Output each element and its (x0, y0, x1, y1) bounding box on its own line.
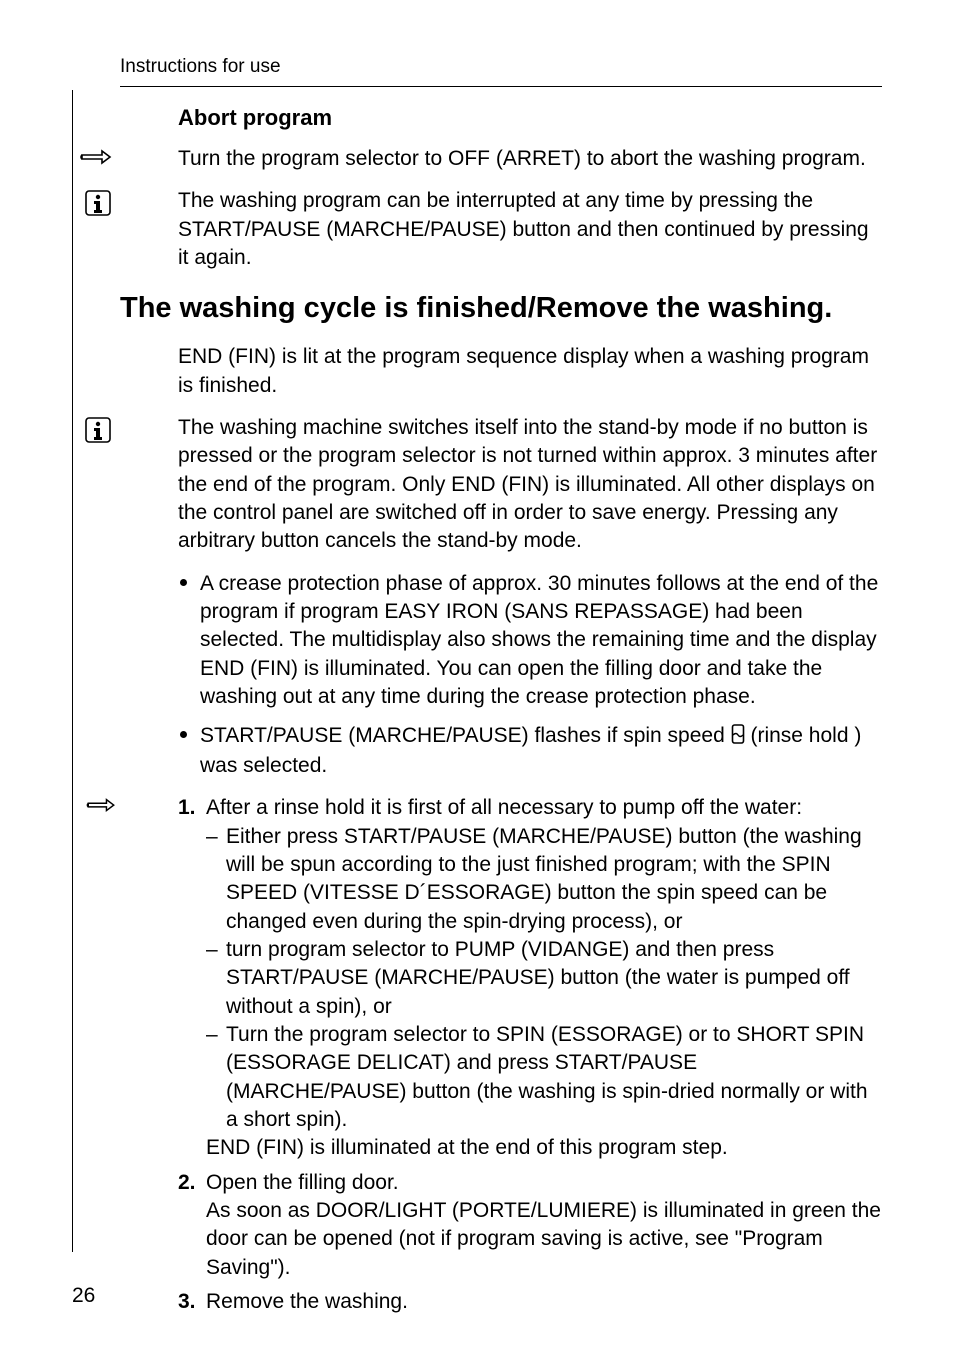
step-2: 2. Open the filling door. As soon as DOO… (178, 1169, 882, 1282)
bullet-item: START/PAUSE (MARCHE/PAUSE) flashes if sp… (178, 722, 882, 781)
bullet-dot-icon (180, 731, 187, 738)
bullet-text-pre: START/PAUSE (MARCHE/PAUSE) flashes if sp… (200, 724, 731, 747)
hand-pointer-icon (86, 796, 116, 816)
end-intro: END (FIN) is lit at the program sequence… (178, 343, 882, 400)
hand-pointer-icon (72, 147, 112, 169)
bullet-dot-icon (180, 579, 187, 586)
dash-icon: – (206, 823, 218, 851)
dash-text: turn program selector to PUMP (VIDANGE) … (226, 938, 850, 1018)
abort-program-title: Abort program (178, 105, 882, 131)
step-1-lead: After a rinse hold it is first of all ne… (206, 796, 802, 819)
dash-icon: – (206, 1021, 218, 1049)
step-3-text: Remove the washing. (206, 1290, 408, 1313)
step-number: 2. (178, 1169, 196, 1197)
abort-program-body-2: The washing program can be interrupted a… (178, 187, 882, 272)
dash-item: – Either press START/PAUSE (MARCHE/PAUSE… (206, 823, 882, 936)
page-number: 26 (72, 1284, 95, 1308)
dash-item: – turn program selector to PUMP (VIDANGE… (206, 936, 882, 1021)
step-2-lead: Open the filling door. (206, 1171, 399, 1194)
bullet-item: A crease protection phase of approx. 30 … (178, 570, 882, 712)
abort-program-body-1: Turn the program selector to OFF (ARRET)… (178, 145, 882, 173)
step-3: 3. Remove the washing. (178, 1288, 882, 1316)
dash-text: Either press START/PAUSE (MARCHE/PAUSE) … (226, 825, 862, 933)
standby-info: The washing machine switches itself into… (178, 414, 882, 556)
step-1-tail: END (FIN) is illuminated at the end of t… (206, 1134, 882, 1162)
section-heading: The washing cycle is finished/Remove the… (120, 292, 882, 325)
dash-text: Turn the program selector to SPIN (ESSOR… (226, 1023, 868, 1131)
step-1: 1. After a rinse hold it is first of all… (178, 794, 882, 1162)
vertical-rule (72, 90, 73, 1252)
step-number: 3. (178, 1288, 196, 1316)
running-header: Instructions for use (120, 56, 882, 87)
info-icon (72, 416, 112, 444)
dash-item: – Turn the program selector to SPIN (ESS… (206, 1021, 882, 1134)
step-2-tail: As soon as DOOR/LIGHT (PORTE/LUMIERE) is… (206, 1197, 882, 1282)
dash-icon: – (206, 936, 218, 964)
step-number: 1. (178, 794, 196, 822)
rinse-hold-icon (731, 724, 745, 752)
bullet-text: A crease protection phase of approx. 30 … (200, 572, 878, 708)
info-icon (72, 189, 112, 217)
